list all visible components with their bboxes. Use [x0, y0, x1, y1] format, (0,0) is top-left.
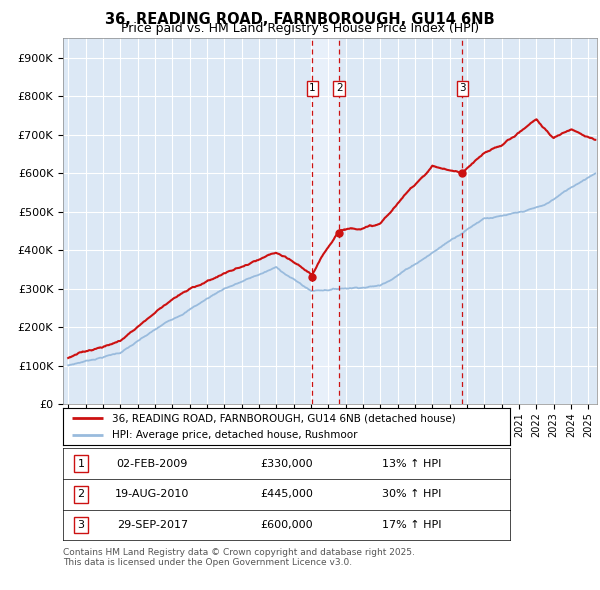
Text: 3: 3 — [459, 83, 466, 93]
Text: 2: 2 — [77, 490, 85, 499]
Text: Price paid vs. HM Land Registry's House Price Index (HPI): Price paid vs. HM Land Registry's House … — [121, 22, 479, 35]
Text: £445,000: £445,000 — [260, 490, 313, 499]
Text: £330,000: £330,000 — [260, 459, 313, 468]
Text: 2: 2 — [336, 83, 343, 93]
Text: £600,000: £600,000 — [260, 520, 313, 530]
Text: 36, READING ROAD, FARNBOROUGH, GU14 6NB (detached house): 36, READING ROAD, FARNBOROUGH, GU14 6NB … — [112, 414, 456, 423]
Text: 1: 1 — [77, 459, 85, 468]
Text: 17% ↑ HPI: 17% ↑ HPI — [382, 520, 442, 530]
Text: 13% ↑ HPI: 13% ↑ HPI — [382, 459, 442, 468]
Text: 1: 1 — [309, 83, 316, 93]
Text: 3: 3 — [77, 520, 85, 530]
Text: HPI: Average price, detached house, Rushmoor: HPI: Average price, detached house, Rush… — [112, 431, 358, 440]
Bar — [313, 38, 339, 404]
Text: 02-FEB-2009: 02-FEB-2009 — [117, 459, 188, 468]
Text: 19-AUG-2010: 19-AUG-2010 — [115, 490, 190, 499]
Text: 29-SEP-2017: 29-SEP-2017 — [117, 520, 188, 530]
Text: 36, READING ROAD, FARNBOROUGH, GU14 6NB: 36, READING ROAD, FARNBOROUGH, GU14 6NB — [105, 12, 495, 27]
Text: 30% ↑ HPI: 30% ↑ HPI — [382, 490, 442, 499]
Text: Contains HM Land Registry data © Crown copyright and database right 2025.
This d: Contains HM Land Registry data © Crown c… — [63, 548, 415, 567]
